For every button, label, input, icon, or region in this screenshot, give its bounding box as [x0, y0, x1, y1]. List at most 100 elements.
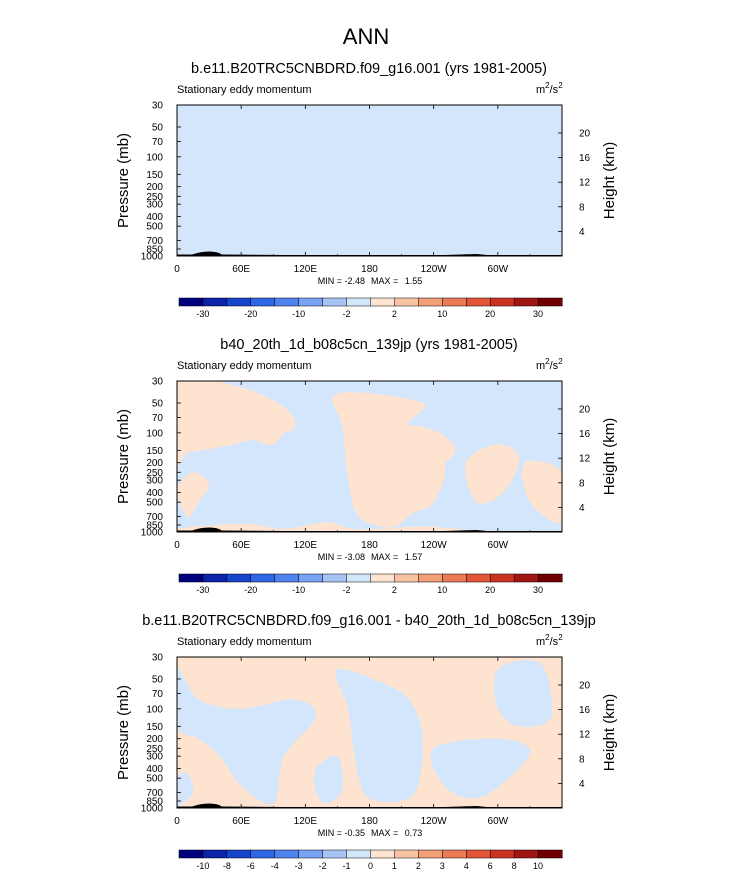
y-tick-label: 100 [146, 704, 163, 715]
colorbar-cell [274, 573, 300, 583]
x-tick-label: 120E [294, 264, 318, 275]
colorbar-cell [178, 573, 204, 583]
panel-title: b.e11.B20TRC5CNBDRD.f09_g16.001 - b40_20… [142, 613, 596, 629]
y-tick-label: 150 [146, 446, 163, 457]
x-tick-label: 0 [174, 540, 180, 551]
x-tick-label: 120E [294, 540, 318, 551]
colorbar-cell [537, 297, 563, 307]
positive-region [177, 522, 515, 532]
negative-region [177, 669, 317, 805]
colorbar-label: 4 [464, 861, 469, 871]
colorbar: -30 -20 -10 -2 2 10 20 30 [178, 573, 563, 595]
height-tick-label: 4 [579, 227, 585, 238]
colorbar-cell [274, 297, 300, 307]
chart-panel-2: b40_20th_1d_b08c5cn_139jp (yrs 1981-2005… [115, 337, 618, 595]
colorbar-label: 10 [437, 585, 447, 595]
colorbar-label: -10 [292, 585, 305, 595]
colorbar-cell [202, 849, 228, 859]
negative-region [282, 246, 362, 256]
colorbar: -10 -8 -6 -4 -3 -2 -1 0 1 2 3 4 6 8 10 [178, 849, 563, 871]
y-tick-label: 150 [146, 722, 163, 733]
y-tick-label: 400 [146, 212, 163, 223]
y-tick-label: 200 [146, 734, 163, 745]
y-tick-label: 400 [146, 488, 163, 499]
colorbar-label: 20 [485, 585, 495, 595]
y-tick-label: 1000 [141, 804, 164, 815]
y-tick-label: 150 [146, 170, 163, 181]
x-tick-label: 180 [361, 264, 378, 275]
colorbar-cell [418, 573, 443, 583]
colorbar-label: -8 [223, 861, 231, 871]
negative-region [430, 738, 531, 799]
colorbar-label: 2 [416, 861, 421, 871]
colorbar-cell [537, 573, 563, 583]
colorbar-cell [370, 297, 395, 307]
height-tick-label: 8 [579, 478, 585, 489]
colorbar-cell [178, 849, 204, 859]
colorbar-cell [418, 297, 443, 307]
x-tick-label: 180 [361, 816, 378, 827]
colorbar-cell [442, 573, 467, 583]
colorbar-cell [418, 849, 443, 859]
y-tick-label: 50 [152, 398, 164, 409]
contour-field [177, 105, 562, 256]
min-max-label: MIN = -0.35 MAX = 0.73 [318, 828, 423, 838]
colorbar-label: -10 [292, 309, 305, 319]
y-tick-label: 50 [152, 122, 164, 133]
y-axis-title: Pressure (mb) [115, 685, 132, 780]
colorbar-cell [370, 849, 395, 859]
colorbar-label: -30 [196, 309, 209, 319]
panel-subtitle: Stationary eddy momentum [177, 360, 312, 372]
contour-field [177, 657, 562, 808]
height-tick-label: 8 [579, 202, 585, 213]
colorbar-cell [466, 297, 491, 307]
colorbar-label: 0 [368, 861, 373, 871]
y-tick-label: 1000 [141, 252, 164, 263]
colorbar-label: 3 [440, 861, 445, 871]
colorbar-label: 2 [392, 585, 397, 595]
colorbar-cell [346, 297, 372, 307]
colorbar-label: 10 [437, 309, 447, 319]
y-tick-label: 250 [146, 468, 163, 479]
x-tick-label: 120W [421, 540, 448, 551]
height-tick-label: 12 [579, 178, 591, 189]
contour-field [177, 381, 562, 532]
colorbar-cell [394, 849, 419, 859]
colorbar-label: 2 [392, 309, 397, 319]
y-tick-label: 700 [146, 236, 163, 247]
colorbar-cell [178, 297, 204, 307]
y-tick-label: 30 [152, 653, 164, 664]
height-tick-label: 16 [579, 705, 591, 716]
colorbar-label: -2 [343, 309, 351, 319]
y-tick-label: 850 [146, 245, 163, 256]
y-tick-label: 50 [152, 674, 164, 685]
height-tick-label: 16 [579, 153, 591, 164]
y-tick-label: 850 [146, 521, 163, 532]
colorbar-cell [346, 573, 372, 583]
x-tick-label: 120W [421, 264, 448, 275]
min-max-label: MIN = -3.08 MAX = 1.57 [318, 552, 423, 562]
negative-region [313, 755, 344, 804]
colorbar-label: -6 [247, 861, 255, 871]
positive-region [246, 393, 285, 445]
y-axis-title: Pressure (mb) [115, 133, 132, 228]
colorbar-label: 30 [533, 585, 543, 595]
height-tick-label: 8 [579, 754, 585, 765]
y-tick-label: 300 [146, 752, 163, 763]
colorbar-cell [322, 849, 348, 859]
colorbar-cell [513, 297, 539, 307]
x-tick-label: 60W [488, 816, 509, 827]
colorbar-label: 8 [512, 861, 517, 871]
x-tick-label: 0 [174, 264, 180, 275]
figure-title: ANN [343, 24, 389, 49]
colorbar-cell [466, 849, 491, 859]
colorbar-cell [250, 297, 276, 307]
min-max-label: MIN = -2.48 MAX = 1.55 [318, 276, 423, 286]
colorbar-cell [537, 849, 563, 859]
colorbar-cell [226, 297, 252, 307]
y-tick-label: 200 [146, 458, 163, 469]
y-tick-label: 30 [152, 101, 164, 112]
colorbar-label: -3 [295, 861, 303, 871]
height-tick-label: 20 [579, 128, 591, 139]
colorbar-label: -2 [343, 585, 351, 595]
